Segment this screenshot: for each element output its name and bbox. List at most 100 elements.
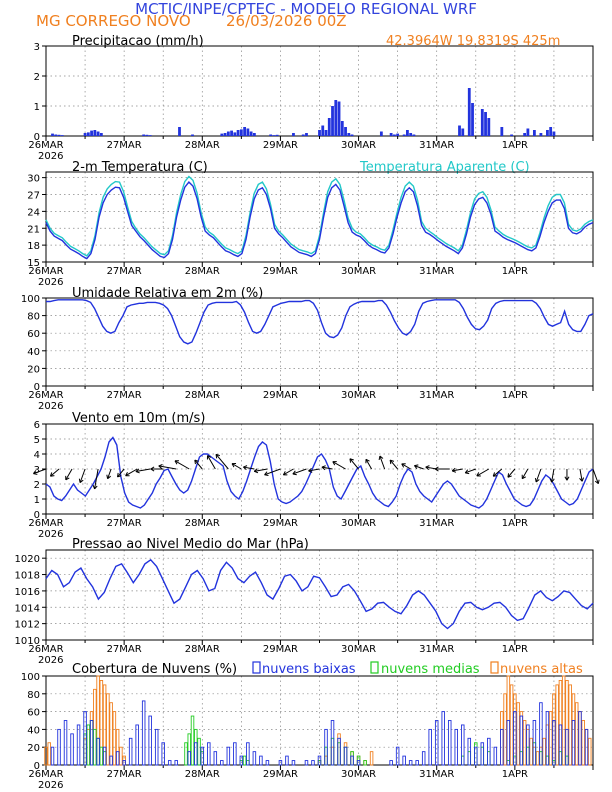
cloud-low-bar (148, 715, 152, 766)
wind-vector-head (92, 484, 96, 490)
wind-vector-head (465, 472, 470, 475)
cloud-low-bar (50, 746, 55, 766)
precip-bar (96, 131, 100, 136)
wind-vector-head (135, 471, 140, 474)
cloud-low-bar (200, 746, 205, 766)
precip-bar (275, 134, 279, 136)
precip-bar (389, 133, 393, 136)
precip-bar (249, 131, 253, 136)
humidity-panel-title: Umidade Relativa em 2m (%) (72, 286, 263, 301)
wind-vector (50, 468, 60, 477)
wind-vector (465, 468, 476, 474)
precip-bar (178, 127, 181, 136)
y-tick-label: 4 (34, 450, 40, 461)
y-tick-label: 80 (27, 690, 40, 701)
y-tick-label: 0 (34, 510, 40, 521)
cloud-high-bar (119, 746, 123, 766)
precip-bar (347, 133, 351, 136)
wind-vector-head (549, 478, 553, 483)
wind-vector (158, 465, 177, 470)
wind-vector-head (401, 463, 405, 468)
precip-bar (344, 127, 347, 136)
cloud-mid-bar (86, 724, 91, 766)
x-tick-label: 1APR (502, 140, 528, 151)
panel-frame (45, 297, 594, 387)
cloud-low-bar (96, 737, 100, 766)
cloud-low-bar (259, 755, 263, 766)
precip-bar (412, 134, 416, 136)
cloud-low-legend-swatch (252, 661, 261, 674)
cloud-mid-bar (93, 728, 97, 766)
precip-bar (523, 133, 527, 136)
wind-vector-head (264, 471, 268, 476)
panel-4: 1010 1012 1014 1016 1018 1020 26MAR 27MAR 28MAR 2… (15, 549, 594, 666)
wind-vector (535, 468, 542, 483)
wind-vector-head (389, 460, 392, 465)
precip-bar (86, 132, 90, 136)
cloud-low-bar (480, 742, 485, 766)
precip-bar (318, 130, 321, 136)
precip-bar (402, 134, 406, 136)
wind-vector-head (597, 479, 600, 484)
x-tick-label: 28MAR (185, 390, 220, 401)
precip-bar (539, 133, 543, 136)
panel-1: 15 18 21 24 27 30 26MAR 27MAR 28MAR 29MAR 30MAR 31M… (27, 171, 594, 288)
wind-vector-head (321, 466, 326, 471)
wind-vector-head (365, 458, 370, 462)
precip-bar (350, 134, 354, 136)
wind-vector-head (389, 459, 395, 462)
y-tick-label: 6 (34, 420, 40, 431)
wind-vector-head (414, 464, 419, 467)
precip-bar (510, 134, 514, 136)
wind-vector-head (158, 464, 163, 467)
precip-bar (396, 133, 400, 136)
wind-vector (401, 463, 411, 470)
wind-vector-head (207, 455, 212, 458)
x-tick-label: 30MAR (341, 518, 376, 529)
precip-bar (480, 109, 484, 136)
y-tick-label: 0 (34, 761, 40, 772)
wind-vector-head (158, 465, 163, 469)
precip-bar (406, 130, 409, 136)
wind-vector (194, 459, 203, 470)
wind-vector (332, 461, 346, 470)
precip-bar (243, 127, 247, 136)
y-tick-label: 15 (27, 258, 40, 269)
temperature-line (45, 181, 594, 260)
y-tick-label: 80 (27, 312, 40, 323)
pressure-panel-title: Pressao ao Nivel Medio do Mar (hPa) (72, 537, 309, 552)
cloud-low-bar (395, 746, 400, 766)
wind-vector (107, 468, 112, 479)
wind-vector-head (33, 473, 38, 475)
wind-vector (414, 465, 424, 470)
cloud-low-bar (220, 760, 224, 766)
precip-bar (549, 127, 553, 136)
y-tick-label: 1016 (15, 587, 40, 598)
cloud-low-bar (70, 733, 74, 766)
wind-vector-head (243, 465, 248, 468)
cloud-low-bar (233, 742, 237, 766)
cloud-low-bar (115, 751, 120, 766)
y-tick-label: 100 (21, 672, 40, 683)
cloud-low-bar (584, 728, 589, 766)
x-tick-label: 1APR (502, 644, 528, 655)
cloud-mid-bar (197, 737, 201, 766)
wind-vector-head (215, 454, 218, 459)
cloud-low-bar (389, 760, 393, 766)
wind-vector (521, 468, 529, 479)
x-year-label: 2026 (38, 151, 63, 162)
cloud-low-bar (428, 728, 432, 766)
precip-bar (90, 130, 93, 136)
cloud-high-bar (555, 684, 559, 766)
x-tick-label: 26MAR (28, 518, 63, 529)
y-tick-label: 1012 (15, 620, 40, 631)
wind-vector (349, 458, 359, 470)
precip-bar (334, 100, 338, 136)
wind-vector-head (106, 474, 109, 479)
wind-vector (492, 468, 503, 477)
x-tick-label: 31MAR (419, 518, 454, 529)
cloud-high-legend-swatch (490, 661, 499, 674)
wind-vector-head (534, 477, 537, 483)
precip-bar (500, 127, 504, 136)
